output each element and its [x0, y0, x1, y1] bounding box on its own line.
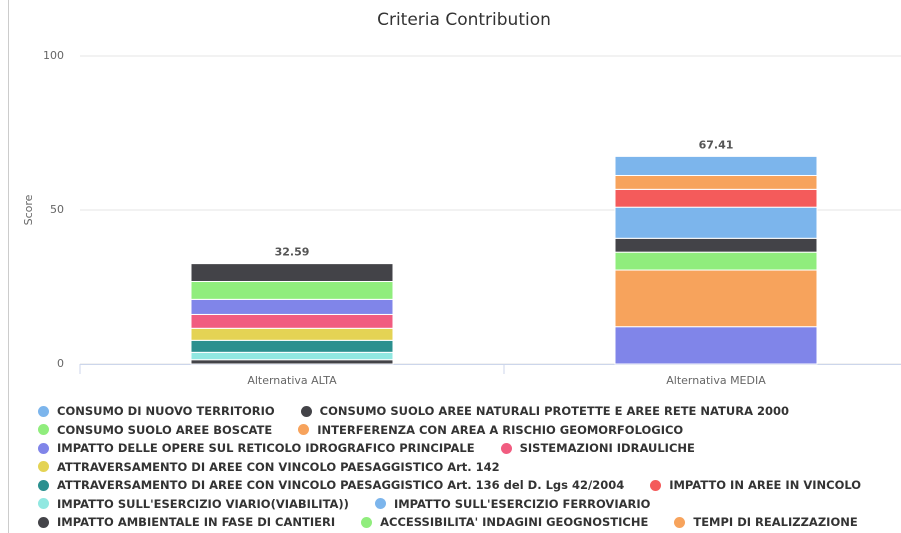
legend-item[interactable]: IMPATTO IN AREE IN VINCOLO: [650, 476, 861, 495]
bar-segment: [614, 251, 818, 271]
legend-label: IMPATTO SULL'ESERCIZIO VIARIO(VIABILITA)…: [57, 496, 349, 511]
legend-item[interactable]: CONSUMO SUOLO AREE NATURALI PROTETTE E A…: [300, 402, 789, 421]
legend-swatch: [500, 442, 512, 454]
legend-swatch: [361, 516, 373, 528]
bar-segment: [614, 155, 818, 176]
legend-swatch: [38, 516, 49, 528]
y-tick-label: 50: [50, 203, 64, 216]
frame: [8, 0, 901, 533]
legend-item[interactable]: IMPATTO SULL'ESERCIZIO VIARIO(VIABILITA)…: [38, 495, 349, 514]
legend-label: IMPATTO IN AREE IN VINCOLO: [669, 478, 862, 493]
legend-label: SISTEMAZIONI IDRAULICHE: [519, 441, 695, 456]
y-tick-label: 0: [57, 357, 64, 370]
legend-swatch: [300, 405, 312, 417]
legend-label: ACCESSIBILITA' INDAGINI GEOGNOSTICHE: [380, 515, 649, 530]
legend-item[interactable]: CONSUMO SUOLO AREE BOSCATE: [38, 421, 272, 440]
legend-label: ATTRAVERSAMENTO DI AREE CON VINCOLO PAES…: [57, 478, 625, 493]
legend-swatch: [38, 405, 49, 417]
bar-segment: [190, 313, 394, 329]
legend-label: IMPATTO DELLE OPERE SUL RETICOLO IDROGRA…: [57, 441, 475, 456]
legend-item[interactable]: IMPATTO AMBIENTALE IN FASE DI CANTIERI: [38, 513, 335, 532]
legend-item[interactable]: ACCESSIBILITA' INDAGINI GEOGNOSTICHE: [361, 513, 648, 532]
chart-title: Criteria Contribution: [377, 10, 551, 30]
legend-item[interactable]: INTERFERENZA CON AREA A RISCHIO GEOMORFO…: [298, 421, 683, 440]
legend-item[interactable]: IMPATTO SULL'ESERCIZIO FERROVIARIO: [374, 495, 651, 514]
bar-segment: [190, 339, 394, 353]
legend-swatch: [38, 498, 49, 510]
bar-segment: [190, 359, 394, 365]
legend-swatch: [38, 424, 49, 436]
legend-item[interactable]: CONSUMO DI NUOVO TERRITORIO: [38, 402, 275, 421]
legend-item[interactable]: ATTRAVERSAMENTO DI AREE CON VINCOLO PAES…: [38, 458, 500, 477]
bar-segment: [190, 351, 394, 361]
y-tick-label: 100: [43, 49, 64, 62]
legend-swatch: [38, 479, 49, 491]
stack-total-label: 32.59: [275, 246, 310, 259]
legend-item[interactable]: TEMPI DI REALIZZAZIONE: [674, 513, 858, 532]
legend-label: IMPATTO SULL'ESERCIZIO FERROVIARIO: [393, 496, 651, 511]
chart: Criteria Contribution Score 0 50 100 Altern…: [22, 10, 901, 387]
legend-label: ATTRAVERSAMENTO DI AREE CON VINCOLO PAES…: [57, 459, 500, 474]
legend-label: CONSUMO DI NUOVO TERRITORIO: [57, 404, 275, 419]
legend-item[interactable]: ATTRAVERSAMENTO DI AREE CON VINCOLO PAES…: [38, 476, 624, 495]
y-axis-title: Score: [22, 194, 35, 225]
legend-swatch: [38, 442, 49, 454]
legend-label: CONSUMO SUOLO AREE BOSCATE: [57, 422, 273, 437]
bar-segment: [614, 206, 818, 239]
legend-label: INTERFERENZA CON AREA A RISCHIO GEOMORFO…: [317, 422, 684, 437]
bar-segment: [190, 263, 394, 282]
x-tick-label: Alternativa ALTA: [247, 374, 337, 387]
legend-item[interactable]: IMPATTO DELLE OPERE SUL RETICOLO IDROGRA…: [38, 439, 475, 458]
bar-segment: [614, 188, 818, 208]
bar-segment: [614, 326, 818, 365]
bar-segment: [190, 280, 394, 300]
stack-total-label: 67.41: [699, 138, 734, 151]
legend-label: TEMPI DI REALIZZAZIONE: [693, 515, 858, 530]
legend-swatch: [38, 461, 49, 473]
bar-segment: [190, 327, 394, 341]
bar-segment: [614, 174, 818, 190]
bar-segment: [614, 269, 818, 328]
legend-swatch: [674, 516, 686, 528]
legend: CONSUMO DI NUOVO TERRITORIO CONSUMO SUOLO…: [38, 402, 901, 533]
legend-swatch: [298, 424, 310, 436]
legend-swatch: [650, 479, 662, 491]
legend-item[interactable]: SISTEMAZIONI IDRAULICHE: [500, 439, 695, 458]
x-tick-label: Alternativa MEDIA: [666, 374, 766, 387]
legend-swatch: [374, 498, 386, 510]
legend-label: CONSUMO SUOLO AREE NATURALI PROTETTE E A…: [319, 404, 789, 419]
legend-label: IMPATTO AMBIENTALE IN FASE DI CANTIERI: [57, 515, 336, 530]
bar-segment: [614, 237, 818, 253]
bar-segment: [190, 298, 394, 315]
